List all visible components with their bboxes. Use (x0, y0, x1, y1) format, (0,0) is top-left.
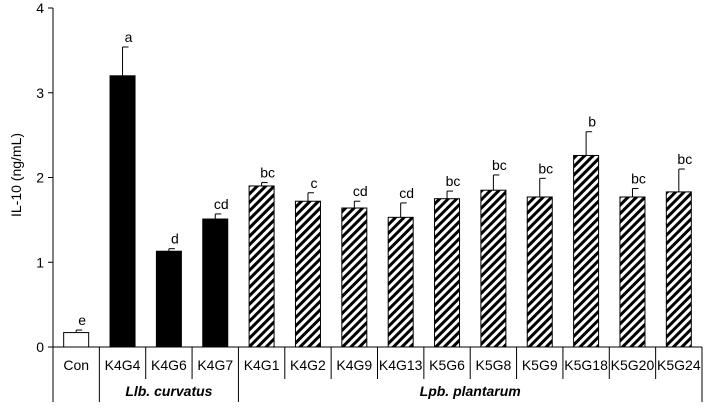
y-tick-label: 1 (36, 254, 44, 270)
y-tick-label: 2 (36, 170, 44, 186)
significance-label: bc (677, 151, 692, 167)
x-tick-label: K5G9 (522, 357, 558, 373)
significance-label: c (310, 175, 317, 191)
bar-K4G6 (155, 250, 182, 348)
bar-Con (63, 332, 90, 348)
x-tick-label: K5G18 (564, 357, 608, 373)
bar-K4G7 (202, 218, 229, 348)
bar-K4G9 (341, 207, 368, 348)
significance-label: bc (538, 160, 553, 176)
significance-label: e (78, 312, 86, 328)
bar-K5G18 (573, 154, 600, 348)
significance-label: cd (214, 196, 229, 212)
significance-label: bc (492, 157, 507, 173)
bar-K4G1 (248, 185, 275, 348)
significance-label: cd (399, 185, 414, 201)
x-tick-label: K4G1 (244, 357, 280, 373)
bar-K5G20 (619, 196, 646, 348)
x-tick-label: K4G4 (105, 357, 141, 373)
x-tick-label: K4G13 (379, 357, 423, 373)
x-axis: Con K4G4 K4G6 K4G7 K4G1 K4G2 K4G9 K4G13 K5G6 K5G8… (52, 346, 703, 402)
x-tick-label: K4G6 (151, 357, 187, 373)
bar-K4G2 (294, 200, 321, 348)
bar-K5G9 (526, 196, 553, 348)
bar-K4G13 (387, 216, 414, 348)
significance-label: d (171, 231, 179, 247)
x-tick-label: K4G2 (290, 357, 326, 373)
y-tick-label: 4 (36, 0, 44, 16)
bar-K5G24 (665, 191, 692, 348)
x-tick-label: K4G9 (336, 357, 372, 373)
x-tick-label: K5G8 (475, 357, 511, 373)
x-tick-label: Con (63, 357, 89, 373)
x-tick-label: K4G7 (197, 357, 233, 373)
significance-label: bc (631, 171, 646, 187)
y-axis: 0 1 2 3 4 (36, 0, 54, 355)
y-tick-label: 3 (36, 85, 44, 101)
group-label: Lpb. plantarum (420, 383, 521, 399)
y-tick-label: 0 (36, 339, 44, 355)
bar-K4G4 (109, 75, 136, 348)
x-tick-label: K5G6 (429, 357, 465, 373)
group-label: Llb. curvatus (125, 383, 212, 399)
bars: e a d cd bc c cd cd bc bc bc b bc bc (63, 29, 692, 348)
significance-label: a (125, 29, 133, 45)
significance-label: cd (353, 183, 368, 199)
significance-label: b (588, 114, 596, 130)
bar-K5G6 (434, 198, 461, 348)
significance-label: bc (260, 165, 275, 181)
y-axis-label: IL-10 (ng/mL) (8, 133, 24, 217)
significance-label: bc (446, 173, 461, 189)
x-tick-label: K5G24 (657, 357, 701, 373)
bar-K5G8 (480, 189, 507, 348)
x-tick-label: K5G20 (611, 357, 655, 373)
